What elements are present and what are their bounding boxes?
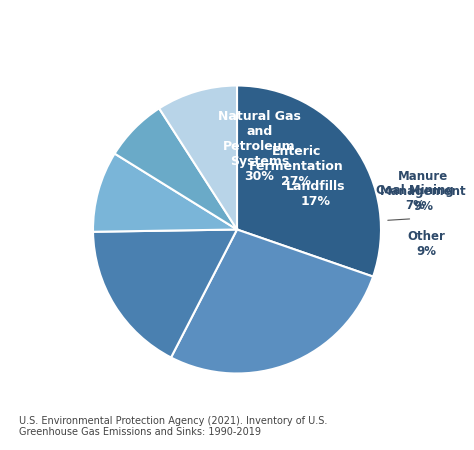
Text: U.S. Environmental Protection Agency (2021). Inventory of U.S.
Greenhouse Gas Em: U.S. Environmental Protection Agency (20…	[19, 416, 328, 437]
Text: Other
9%: Other 9%	[408, 230, 446, 258]
Text: Manure
Management
9%: Manure Management 9%	[380, 170, 466, 213]
Wedge shape	[237, 86, 381, 277]
Text: Landfills
17%: Landfills 17%	[286, 180, 346, 207]
Wedge shape	[115, 108, 237, 230]
Text: Coal Mining
7%: Coal Mining 7%	[376, 184, 454, 212]
Wedge shape	[159, 86, 237, 230]
Text: Enteric
Fermentation
27%: Enteric Fermentation 27%	[249, 145, 344, 189]
Wedge shape	[93, 230, 237, 357]
Text: 2019 U.S. Methane Emissions, By Source: 2019 U.S. Methane Emissions, By Source	[19, 20, 474, 40]
Wedge shape	[171, 230, 373, 374]
Text: Natural Gas
and
Petroleum
Systems
30%: Natural Gas and Petroleum Systems 30%	[218, 109, 301, 183]
Wedge shape	[93, 153, 237, 232]
